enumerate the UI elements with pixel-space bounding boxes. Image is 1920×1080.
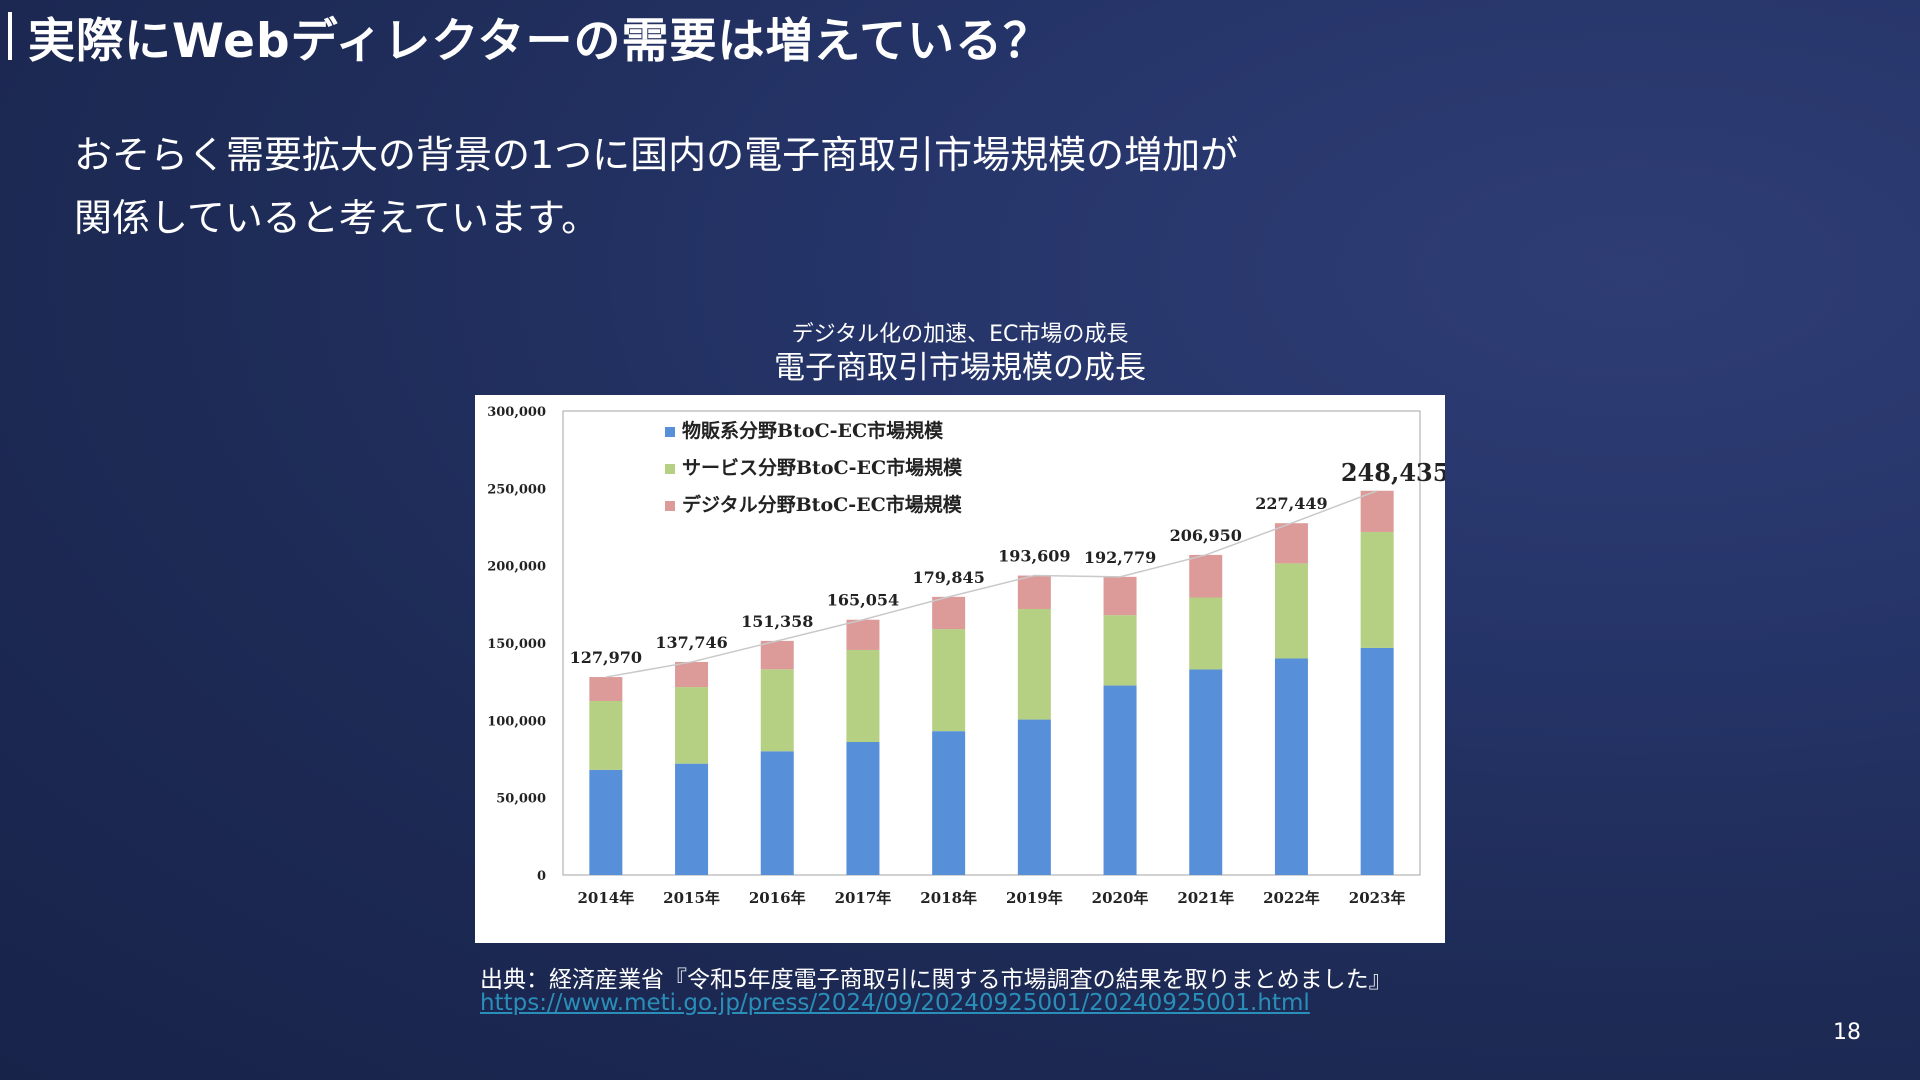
legend-swatch-1 — [665, 427, 675, 437]
slide-title-text: 実際にWebディレクターの需要は増えている？ — [28, 13, 1052, 69]
y-tick-label: 200,000 — [487, 560, 546, 575]
bar-segment-1 — [932, 731, 966, 875]
y-tick-label: 300,000 — [487, 405, 546, 420]
x-tick-label: 2015年 — [663, 889, 720, 907]
data-label: 248,435 — [1341, 458, 1445, 487]
bar-segment-3 — [1017, 575, 1051, 609]
lead-text: おそらく需要拡大の背景の1つに国内の電子商取引市場規模の増加が 関係していると考… — [74, 124, 1374, 250]
bar-segment-1 — [1103, 685, 1137, 875]
bar-segment-2 — [760, 669, 794, 752]
bar-segment-2 — [1360, 531, 1394, 648]
legend-label-1: 物販系分野BtoC-EC市場規模 — [682, 419, 944, 442]
x-tick-label: 2021年 — [1177, 889, 1234, 907]
bar-segment-2 — [1189, 597, 1223, 670]
chart-panel: 0 50,000 100,000 150,000 200,000 250,000 300,0… — [475, 395, 1445, 943]
legend-label-3: デジタル分野BtoC-EC市場規模 — [682, 493, 963, 516]
slide-title: 実際にWebディレクターの需要は増えている？ — [8, 6, 1051, 69]
x-tick-label: 2016年 — [749, 889, 806, 907]
x-tick-label: 2019年 — [1006, 889, 1063, 907]
data-label: 192,779 — [1084, 548, 1156, 567]
legend-swatch-3 — [665, 501, 675, 511]
data-label: 151,358 — [741, 612, 813, 631]
bar-segment-2 — [932, 629, 966, 732]
source-citation: 出典：経済産業省『令和5年度電子商取引に関する市場調査の結果を取りまとめました』 — [480, 967, 1392, 993]
x-tick-label: 2023年 — [1349, 889, 1406, 907]
x-tick-label: 2018年 — [920, 889, 977, 907]
bar-segment-2 — [675, 687, 709, 764]
data-label: 206,950 — [1170, 526, 1242, 545]
bar-segment-1 — [846, 741, 880, 875]
bar-segment-3 — [932, 596, 966, 630]
bar-segment-3 — [846, 619, 880, 650]
data-label: 127,970 — [570, 648, 642, 667]
bar-segment-1 — [1189, 669, 1223, 875]
x-tick-label: 2022年 — [1263, 889, 1320, 907]
chart-heading: 電子商取引市場規模の成長 — [774, 350, 1146, 386]
bar-segment-3 — [760, 640, 794, 670]
bar-segment-1 — [760, 751, 794, 875]
bar-segment-1 — [1017, 719, 1051, 875]
data-label: 227,449 — [1255, 494, 1327, 513]
lead-line-1: おそらく需要拡大の背景の1つに国内の電子商取引市場規模の増加が — [74, 133, 1239, 177]
bar-segment-2 — [1017, 608, 1051, 720]
x-tick-label: 2014年 — [577, 889, 634, 907]
title-accent-bar — [8, 12, 12, 60]
chart-subtitle: デジタル化の加速、EC市場の成長 — [791, 322, 1129, 347]
bar-segment-2 — [1274, 563, 1308, 659]
bar-segment-3 — [1360, 490, 1394, 532]
bar-segment-2 — [1103, 615, 1137, 686]
lead-line-2: 関係していると考えています。 — [74, 196, 600, 240]
ec-market-chart: 0 50,000 100,000 150,000 200,000 250,000 300,0… — [487, 405, 1445, 907]
page-number: 18 — [1833, 1020, 1861, 1045]
y-tick-label: 100,000 — [487, 714, 546, 729]
bar-segment-2 — [589, 701, 623, 770]
bar-segment-3 — [589, 677, 623, 701]
bar-segment-3 — [1274, 523, 1308, 564]
y-tick-label: 50,000 — [496, 792, 546, 807]
bar-segment-1 — [1360, 647, 1394, 875]
bar-segment-3 — [1189, 554, 1223, 598]
bar-segment-1 — [675, 763, 709, 875]
data-label: 193,609 — [998, 547, 1070, 566]
bar-segment-2 — [846, 649, 880, 742]
plot-frame — [562, 410, 1421, 876]
y-tick-label: 150,000 — [487, 637, 546, 652]
data-label: 179,845 — [912, 568, 984, 587]
bar-segment-1 — [1274, 658, 1308, 875]
data-label: 165,054 — [827, 591, 899, 610]
legend-swatch-2 — [665, 464, 675, 474]
trend-line — [605, 490, 1378, 678]
bar-segment-3 — [675, 661, 709, 688]
x-tick-label: 2017年 — [835, 889, 892, 907]
source-link[interactable]: https://www.meti.go.jp/press/2024/09/202… — [480, 990, 1310, 1016]
y-tick-label: 250,000 — [487, 482, 546, 497]
bar-segment-3 — [1103, 576, 1137, 616]
legend-label-2: サービス分野BtoC-EC市場規模 — [682, 456, 963, 479]
y-tick-label: 0 — [537, 869, 546, 884]
x-tick-label: 2020年 — [1092, 889, 1149, 907]
data-label: 137,746 — [655, 633, 727, 652]
bar-segment-1 — [589, 769, 623, 875]
